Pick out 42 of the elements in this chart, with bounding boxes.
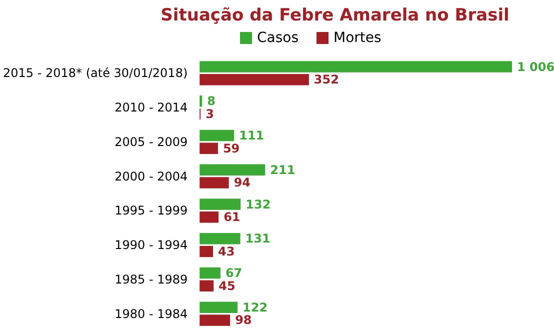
bar (200, 212, 219, 223)
bar (200, 267, 220, 279)
bar (200, 198, 241, 210)
bar (200, 280, 214, 292)
data-label: 59 (222, 141, 240, 156)
bar (200, 61, 512, 72)
legend-label: Mortes (334, 30, 382, 46)
bar (200, 130, 234, 142)
bar (200, 314, 230, 326)
data-label: 94 (234, 176, 251, 190)
data-label: 45 (218, 278, 236, 293)
y-tick-label: 1990 - 1994 (114, 238, 188, 252)
y-tick-label: 1985 - 1989 (114, 272, 188, 286)
bar (200, 233, 240, 244)
bar (200, 246, 213, 258)
legend-label: Casos (257, 30, 299, 46)
y-tick-label: 1980 - 1984 (114, 306, 188, 321)
y-tick-label: 2010 - 2014 (114, 100, 188, 115)
bar (200, 74, 309, 86)
data-label: 111 (239, 128, 264, 142)
data-label: 211 (270, 162, 296, 177)
bar (200, 142, 218, 154)
bar (200, 177, 229, 188)
y-tick-label: 2000 - 2004 (114, 169, 188, 184)
chart-title: Situação da Febre Amarela no Brasil (160, 6, 510, 26)
data-label: 352 (314, 72, 339, 87)
y-tick-label: 2015 - 2018* (até 30/01/2018) (2, 66, 188, 80)
data-label: 67 (225, 266, 242, 280)
bar (200, 164, 266, 176)
y-tick-label: 2005 - 2009 (114, 134, 188, 149)
y-tick-label: 1995 - 1999 (114, 204, 188, 218)
data-label: 8 (207, 94, 216, 108)
data-label: 61 (224, 210, 240, 224)
data-label: 131 (245, 232, 270, 246)
data-label: 132 (246, 197, 271, 212)
bar (200, 96, 202, 107)
data-label: 122 (242, 300, 268, 314)
data-label: 1 006 (517, 60, 554, 74)
bar (200, 302, 238, 313)
data-label: 3 (206, 107, 214, 121)
data-label: 43 (218, 244, 235, 258)
data-label: 98 (235, 313, 252, 328)
